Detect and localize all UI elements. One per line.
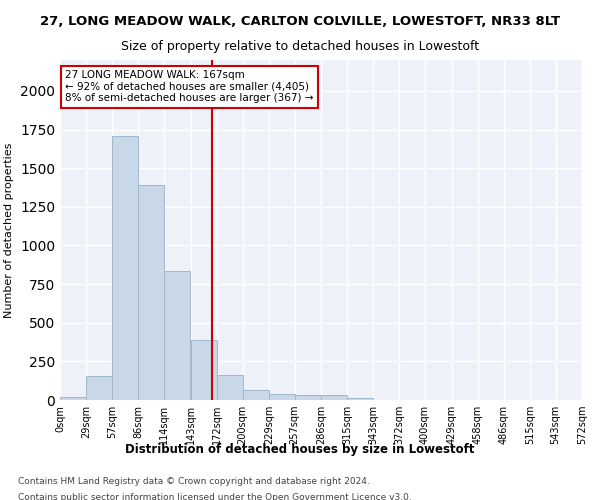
Bar <box>164 271 190 400</box>
Bar <box>191 340 217 400</box>
Bar <box>347 398 373 400</box>
Bar <box>321 396 347 400</box>
Text: 27, LONG MEADOW WALK, CARLTON COLVILLE, LOWESTOFT, NR33 8LT: 27, LONG MEADOW WALK, CARLTON COLVILLE, … <box>40 15 560 28</box>
Bar <box>242 390 269 400</box>
Text: Size of property relative to detached houses in Lowestoft: Size of property relative to detached ho… <box>121 40 479 53</box>
Bar <box>269 394 295 400</box>
Text: Contains public sector information licensed under the Open Government Licence v3: Contains public sector information licen… <box>18 492 412 500</box>
Bar <box>217 376 243 400</box>
Text: 27 LONG MEADOW WALK: 167sqm
← 92% of detached houses are smaller (4,405)
8% of s: 27 LONG MEADOW WALK: 167sqm ← 92% of det… <box>65 70 314 103</box>
Text: Contains HM Land Registry data © Crown copyright and database right 2024.: Contains HM Land Registry data © Crown c… <box>18 478 370 486</box>
Bar <box>112 136 138 400</box>
Bar <box>60 397 86 400</box>
Bar <box>295 396 320 400</box>
Bar <box>139 185 164 400</box>
Bar <box>86 376 112 400</box>
Y-axis label: Number of detached properties: Number of detached properties <box>4 142 14 318</box>
Text: Distribution of detached houses by size in Lowestoft: Distribution of detached houses by size … <box>125 442 475 456</box>
